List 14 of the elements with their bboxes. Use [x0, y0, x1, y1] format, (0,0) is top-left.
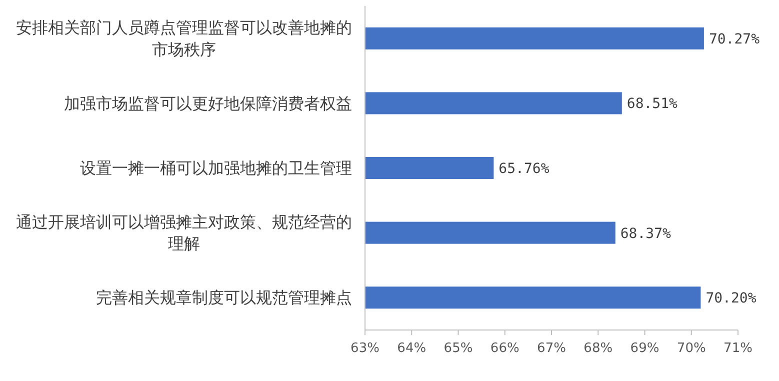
data-label: 70.27%	[708, 31, 760, 48]
data-label: 68.51%	[626, 96, 678, 112]
x-tick-label: 67%	[537, 341, 566, 356]
x-tick-label: 65%	[444, 341, 473, 356]
x-tick-label: 69%	[630, 341, 660, 356]
data-label: 68.37%	[620, 226, 672, 242]
data-label: 65.76%	[498, 161, 550, 177]
x-tick-label: 63%	[350, 341, 380, 356]
x-tick-label: 71%	[724, 341, 752, 356]
x-tick-label: 66%	[490, 341, 520, 356]
x-tick-label: 70%	[676, 341, 706, 356]
x-tick-label: 64%	[397, 341, 426, 356]
x-tick-label: 68%	[584, 341, 613, 356]
data-label: 70.20%	[706, 290, 757, 307]
